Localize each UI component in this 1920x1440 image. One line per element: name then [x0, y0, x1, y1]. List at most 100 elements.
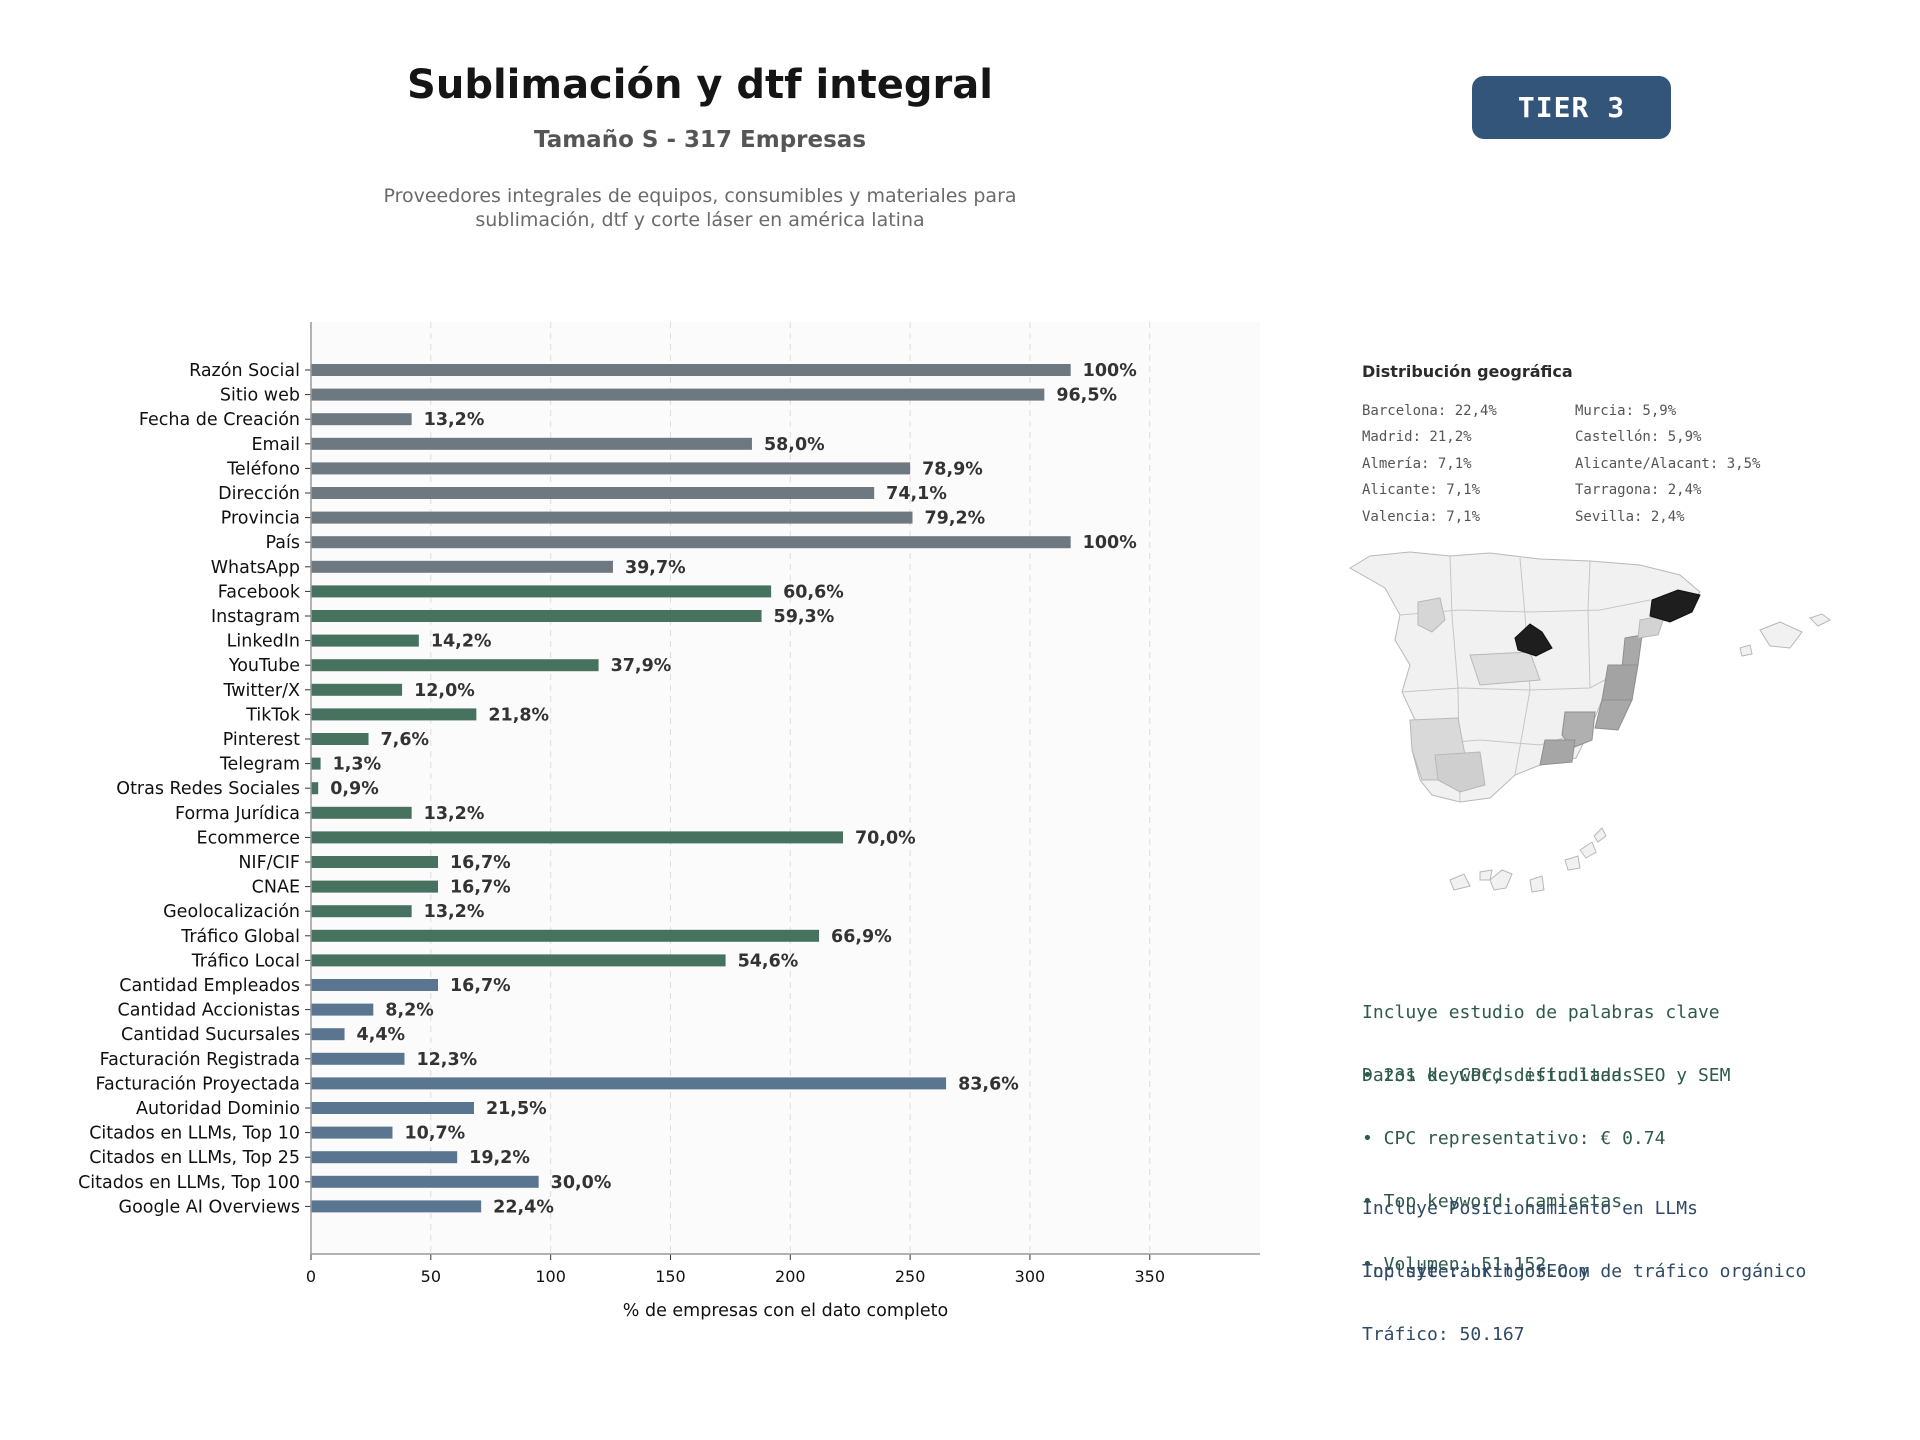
plot-area: [311, 322, 1260, 1254]
map-region-castellon: [1621, 634, 1643, 669]
x-tick-label: 100: [535, 1267, 566, 1286]
data-label: 79,2%: [925, 509, 986, 529]
seo-line-1: Incluye estudio de palabras clave: [1362, 1002, 1720, 1023]
seo-info: Incluye estudio de palabras clave Datos …: [1362, 960, 1730, 1107]
y-tick-label: YouTube: [228, 656, 300, 676]
map-region-alicante: [1594, 699, 1633, 731]
data-label: 21,5%: [486, 1099, 547, 1119]
data-label: 14,2%: [431, 632, 492, 652]
y-tick-label: Citados en LLMs, Top 25: [89, 1148, 300, 1168]
y-tick-label: Teléfono: [226, 459, 300, 479]
geo-item: Madrid: 21,2%: [1362, 429, 1472, 446]
map-region-madrid: [1514, 623, 1553, 657]
bar: [311, 954, 726, 967]
y-tick-label: Otras Redes Sociales: [116, 779, 300, 799]
data-label: 83,6%: [958, 1074, 1019, 1094]
map-region-murcia: [1561, 711, 1596, 749]
geo-item: Alicante: 7,1%: [1362, 482, 1481, 499]
bar: [311, 929, 820, 942]
spain-map: [1349, 551, 1831, 893]
x-tick-label: 200: [775, 1267, 806, 1286]
y-tick-label: Facturación Proyectada: [96, 1074, 300, 1094]
geo-item: Barcelona: 22,4%: [1362, 403, 1497, 419]
top-site-info: Top site: brildor.com Tráfico: 50.167: [1362, 1219, 1590, 1366]
data-label: 22,4%: [493, 1197, 554, 1217]
x-tick-label: 50: [421, 1267, 441, 1286]
bar: [311, 388, 1045, 401]
y-tick-label: Provincia: [221, 509, 300, 529]
data-label: 16,7%: [450, 878, 511, 898]
bar: [311, 683, 403, 696]
y-tick-label: Autoridad Dominio: [136, 1099, 300, 1119]
bar: [311, 1200, 482, 1213]
page-title: Sublimación y dtf integral: [407, 62, 993, 108]
y-tick-label: TikTok: [245, 705, 301, 725]
data-label: 10,7%: [404, 1124, 465, 1144]
geo-list-left: Barcelona: 22,4% Madrid: 21,2% Almería: …: [1362, 398, 1497, 530]
map-region-ourense: [1417, 597, 1446, 633]
bar: [311, 1175, 539, 1188]
data-label: 39,7%: [625, 558, 686, 578]
bar: [311, 905, 412, 918]
geo-item: Sevilla: 2,4%: [1575, 508, 1685, 525]
x-axis-label: % de empresas con el dato completo: [623, 1301, 948, 1321]
data-label: 96,5%: [1056, 386, 1117, 406]
bar: [311, 979, 439, 991]
data-label: 4,4%: [357, 1025, 406, 1045]
geo-item: Tarragona: 2,4%: [1575, 482, 1702, 499]
geo-item: Castellón: 5,9%: [1575, 429, 1702, 446]
x-tick-label: 150: [655, 1267, 686, 1286]
y-tick-label: Ecommerce: [197, 828, 300, 848]
bar: [311, 733, 369, 745]
y-tick-label: LinkedIn: [227, 632, 300, 652]
data-label: 74,1%: [886, 484, 947, 504]
bar: [311, 413, 412, 426]
bar: [311, 1077, 947, 1090]
seo-line-2: Datos de CPC, dificultad SEO y SEM: [1362, 1065, 1731, 1086]
data-label: 1,3%: [333, 755, 382, 775]
data-label: 54,6%: [738, 951, 799, 971]
bar: [311, 462, 911, 475]
data-label: 59,3%: [774, 607, 835, 627]
geo-item: Almería: 7,1%: [1362, 455, 1472, 472]
data-label: 30,0%: [551, 1173, 612, 1193]
llm-line-2: Incluye ranking SEO y de tráfico orgánic…: [1362, 1261, 1807, 1282]
map-region-almeria: [1539, 739, 1576, 766]
bar: [311, 487, 875, 499]
bar: [311, 856, 439, 868]
data-label: 58,0%: [764, 435, 825, 455]
bar: [311, 585, 772, 598]
bullet-keywords: • 231 keywords estudiadas: [1362, 1065, 1633, 1086]
description-line-2: sublimación, dtf y corte láser en améric…: [475, 209, 925, 231]
map-balearic-islands: [1739, 613, 1831, 657]
llm-line-1: Incluye Posicionamiento en LLMs: [1362, 1198, 1698, 1219]
y-tick-label: Instagram: [211, 607, 300, 627]
y-tick-label: Email: [251, 435, 300, 455]
data-label: 13,2%: [424, 902, 485, 922]
y-tick-label: Cantidad Sucursales: [121, 1025, 300, 1045]
data-label: 100%: [1083, 361, 1137, 381]
bullet-cpc: • CPC representativo: € 0.74: [1362, 1128, 1666, 1149]
page-description: Proveedores integrales de equipos, consu…: [300, 184, 1100, 232]
data-label: 12,0%: [414, 681, 475, 701]
y-tick-label: Tráfico Global: [180, 927, 300, 947]
y-tick-label: Pinterest: [223, 730, 300, 750]
data-label: 21,8%: [488, 705, 549, 725]
y-tick-label: CNAE: [252, 878, 300, 898]
data-label: 19,2%: [469, 1148, 530, 1168]
y-tick-label: Telegram: [219, 755, 300, 775]
map-region-barcelona: [1649, 589, 1701, 623]
data-label: 100%: [1083, 533, 1137, 553]
geo-list-right: Murcia: 5,9% Castellón: 5,9% Alicante/Al…: [1575, 398, 1760, 530]
data-label: 60,6%: [783, 582, 844, 602]
data-label: 0,9%: [330, 779, 379, 799]
x-tick-label: 250: [895, 1267, 926, 1286]
data-label: 16,7%: [450, 853, 511, 873]
map-region-sevilla: [1434, 751, 1486, 793]
traffic: Tráfico: 50.167: [1362, 1324, 1525, 1345]
y-tick-label: Sitio web: [220, 386, 300, 406]
llm-info: Incluye Posicionamiento en LLMs Incluye …: [1362, 1156, 1806, 1303]
bar: [311, 364, 1071, 376]
bar: [311, 659, 599, 672]
bar: [311, 1028, 345, 1041]
